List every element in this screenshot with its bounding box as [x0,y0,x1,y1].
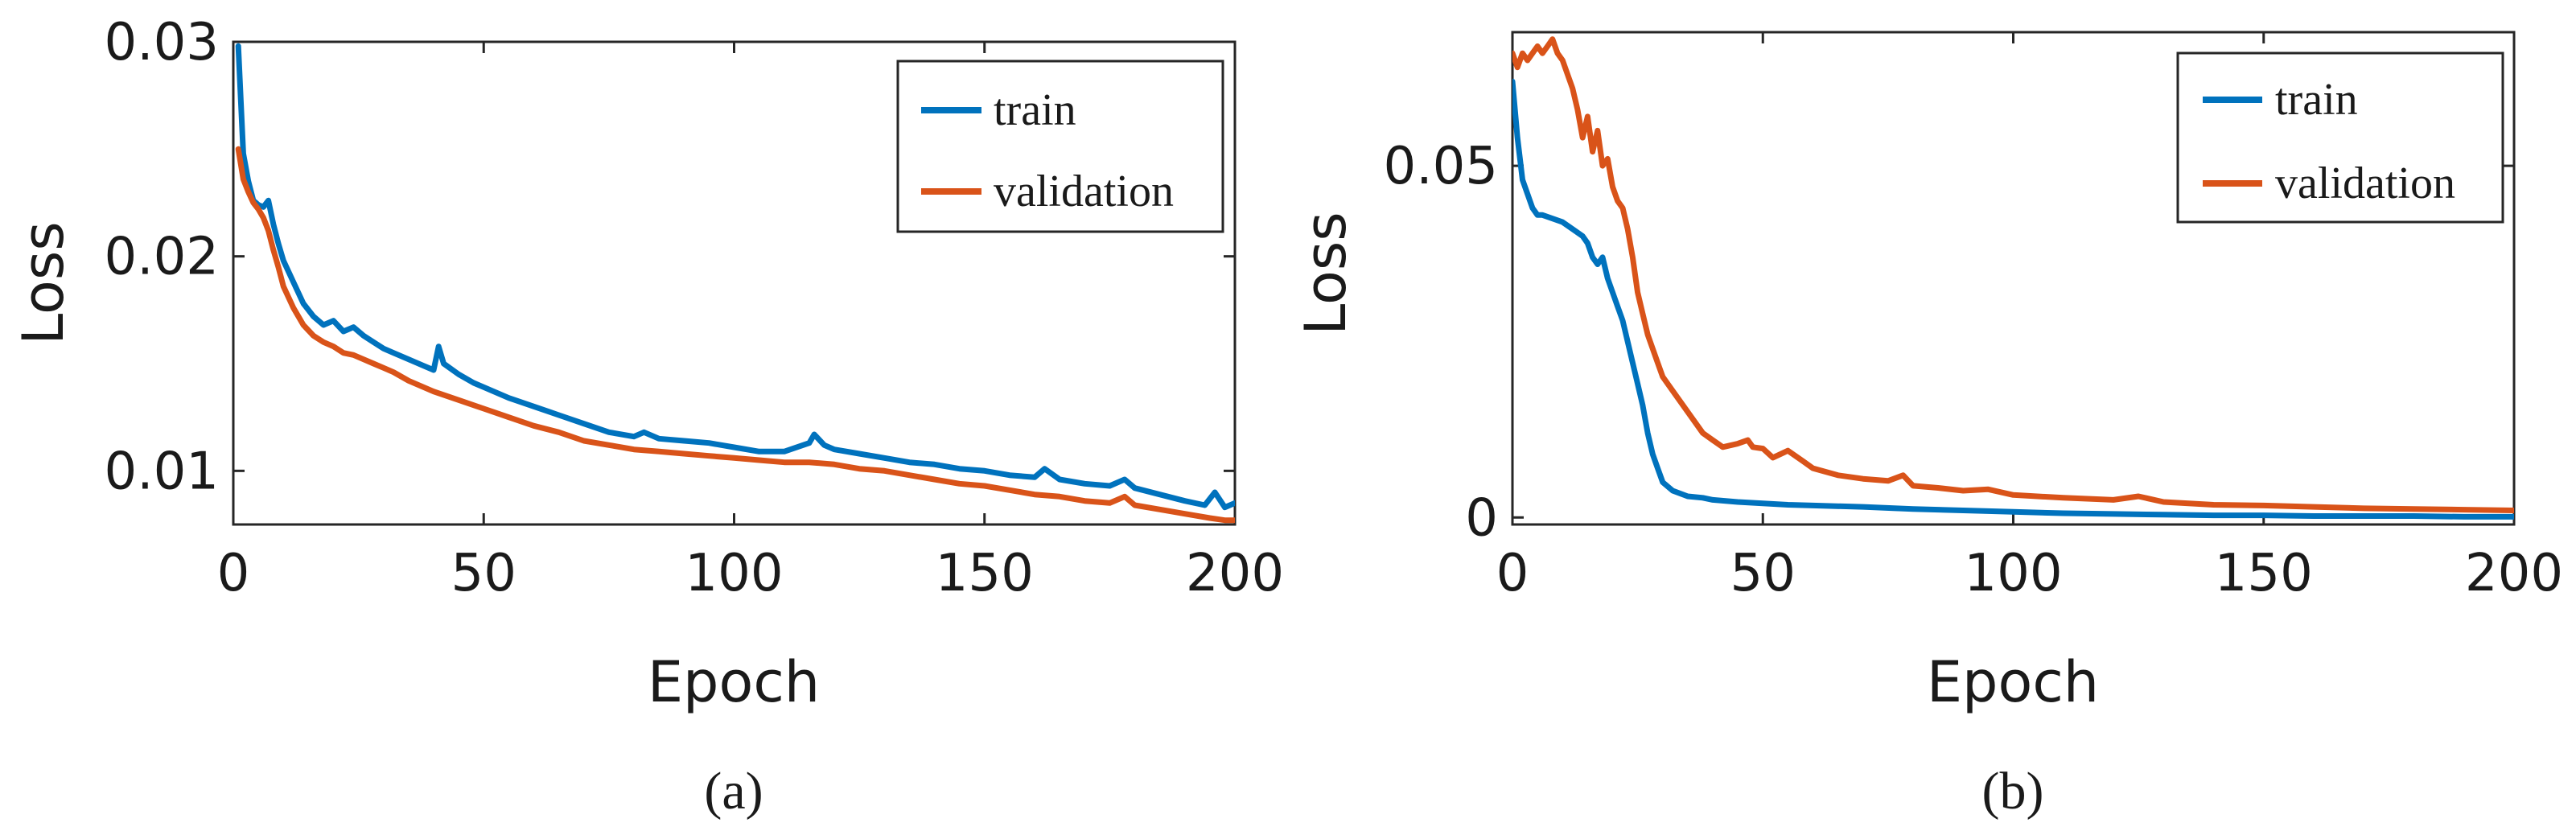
y-tick-label: 0 [1465,488,1498,548]
x-tick-label: 200 [1186,544,1284,603]
y-axis-title-a: Loss [10,221,76,345]
y-tick-label: 0.01 [105,442,220,501]
x-tick-label: 100 [685,544,783,603]
y-ticks-a: 0.01 0.02 0.03 [105,13,1235,501]
legend-label-train-b: train [2275,75,2358,125]
x-axis-title-b: Epoch [1927,649,2099,715]
x-tick-label: 0 [1496,544,1529,603]
legend-a: train validation [896,60,1224,233]
series-line-validation [1512,36,2514,513]
x-tick-label: 50 [1730,544,1796,603]
x-ticks-a: 0 50 100 150 200 [217,42,1284,603]
series-lines-a [235,43,1235,524]
x-axis-title-a: Epoch [648,649,820,715]
x-tick-label: 150 [2215,544,2313,603]
y-tick-label: 0.02 [105,228,220,287]
series-line-train [235,43,1235,511]
y-axis-title-b: Loss [1293,212,1359,335]
x-tick-label: 150 [936,544,1034,603]
chart-a: 0.01 0.02 0.03 0 50 100 150 200 train validati… [10,13,1284,821]
series-line-train [1512,78,2514,520]
series-line-validation [235,146,1235,524]
y-ticks-b: 00.05 [1384,137,2514,548]
x-tick-label: 100 [1964,544,2062,603]
legend-label-train-a: train [994,85,1076,135]
legend-label-validation-b: validation [2275,158,2455,208]
legend-b: train validation [2176,51,2504,224]
y-tick-label: 0.05 [1384,137,1499,196]
x-tick-label: 0 [217,544,250,603]
legend-box-a [896,60,1224,233]
caption-b: (b) [1982,762,2044,821]
legend-label-validation-a: validation [994,167,1174,216]
series-lines-b [1512,36,2514,520]
chart-b: 00.05 0 50 100 150 200 train validation Epoc… [1293,31,2563,821]
x-tick-label: 200 [2465,544,2563,603]
x-tick-label: 50 [451,544,516,603]
legend-box-b [2176,51,2504,224]
caption-a: (a) [704,762,763,821]
x-ticks-b: 0 50 100 150 200 [1496,32,2563,603]
y-tick-label: 0.03 [105,13,220,72]
